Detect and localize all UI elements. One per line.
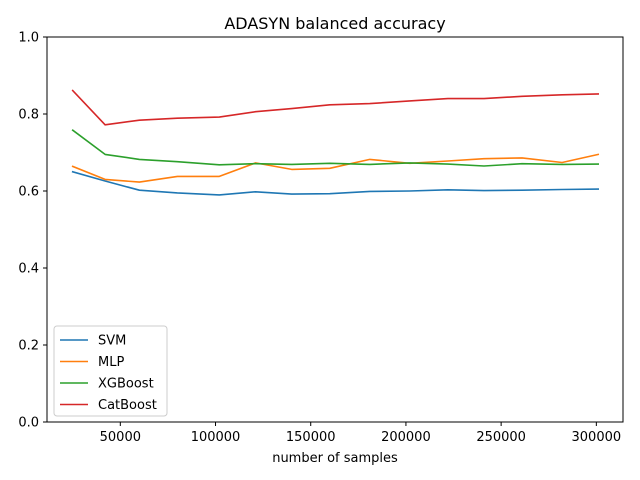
plot-frame [46, 36, 624, 423]
y-tick-label: 1.0 [18, 31, 39, 46]
y-tick-label: 0.2 [18, 339, 39, 354]
series-line-xgboost [71, 129, 600, 167]
axes-layer: 50000 100000 150000 200000 250000 300000 0.0 0.… [18, 31, 624, 445]
x-tick-label: 100000 [191, 430, 241, 445]
y-tick-label: 0.0 [18, 416, 39, 431]
x-tick-label: 250000 [476, 430, 526, 445]
series-line-catboost [71, 89, 600, 126]
y-tick-label: 0.4 [18, 262, 39, 277]
legend-label-svm: SVM [98, 334, 126, 349]
legend-label-mlp: MLP [98, 355, 124, 370]
legend-label-xgboost: XGBoost [98, 377, 154, 392]
x-tick-label: 50000 [100, 430, 141, 445]
legend-label-catboost: CatBoost [98, 398, 157, 413]
series-layer [71, 89, 600, 196]
legend-box [53, 325, 168, 417]
x-tick-label: 150000 [286, 430, 336, 445]
y-tick-label: 0.6 [18, 185, 39, 200]
x-axis-label: number of samples [272, 451, 398, 466]
x-tick-label: 200000 [381, 430, 431, 445]
chart-title: ADASYN balanced accuracy [224, 14, 445, 33]
x-tick-label: 300000 [572, 430, 622, 445]
series-line-svm [71, 170, 600, 196]
series-line-mlp [71, 153, 600, 183]
legend: SVM MLP XGBoost CatBoost [53, 325, 168, 417]
y-tick-label: 0.8 [18, 108, 39, 123]
